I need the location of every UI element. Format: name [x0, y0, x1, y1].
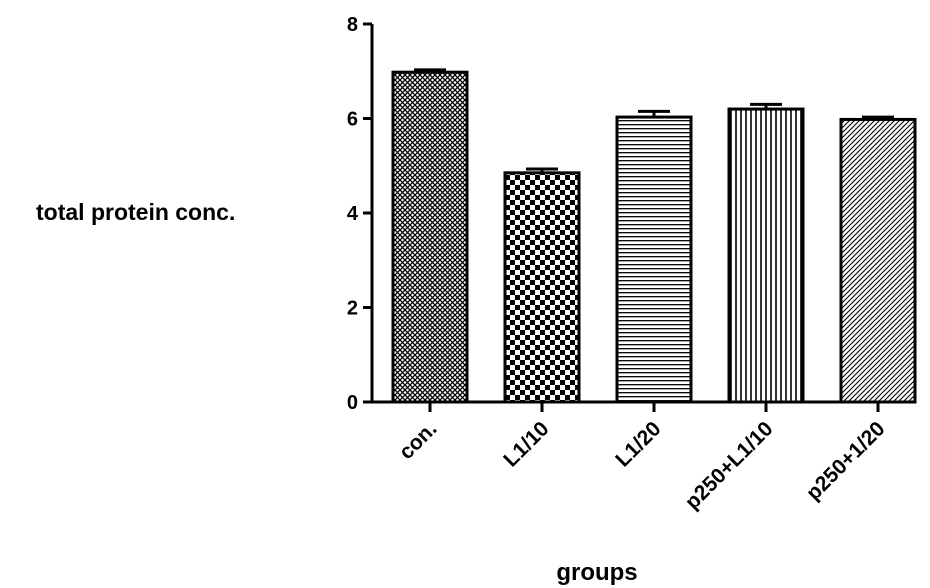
x-tick-label: L1/10: [499, 417, 553, 471]
bars-group: [391, 68, 917, 404]
y-tick-label: 2: [347, 298, 358, 320]
y-tick-label: 6: [347, 109, 358, 131]
y-tick-label: 8: [347, 14, 358, 36]
x-tick-label: p250+L1/10: [681, 417, 778, 514]
y-axis-title: total protein conc.: [36, 199, 235, 225]
x-axis-labels: con. L1/10 L1/20 p250+L1/10 p250+1/20: [395, 402, 890, 514]
x-axis-title: groups: [556, 559, 637, 586]
bar: [503, 171, 581, 404]
bar: [727, 107, 805, 404]
bar: [839, 117, 917, 404]
bar: [615, 115, 693, 404]
x-tick-label: p250+1/20: [802, 417, 890, 505]
y-axis-ticks: 0 2 4 6 8: [347, 14, 372, 414]
x-tick-label: L1/20: [611, 417, 665, 471]
y-tick-label: 4: [347, 203, 359, 225]
bar: [391, 70, 469, 404]
y-tick-label: 0: [347, 392, 358, 414]
x-tick-label: con.: [395, 417, 442, 464]
